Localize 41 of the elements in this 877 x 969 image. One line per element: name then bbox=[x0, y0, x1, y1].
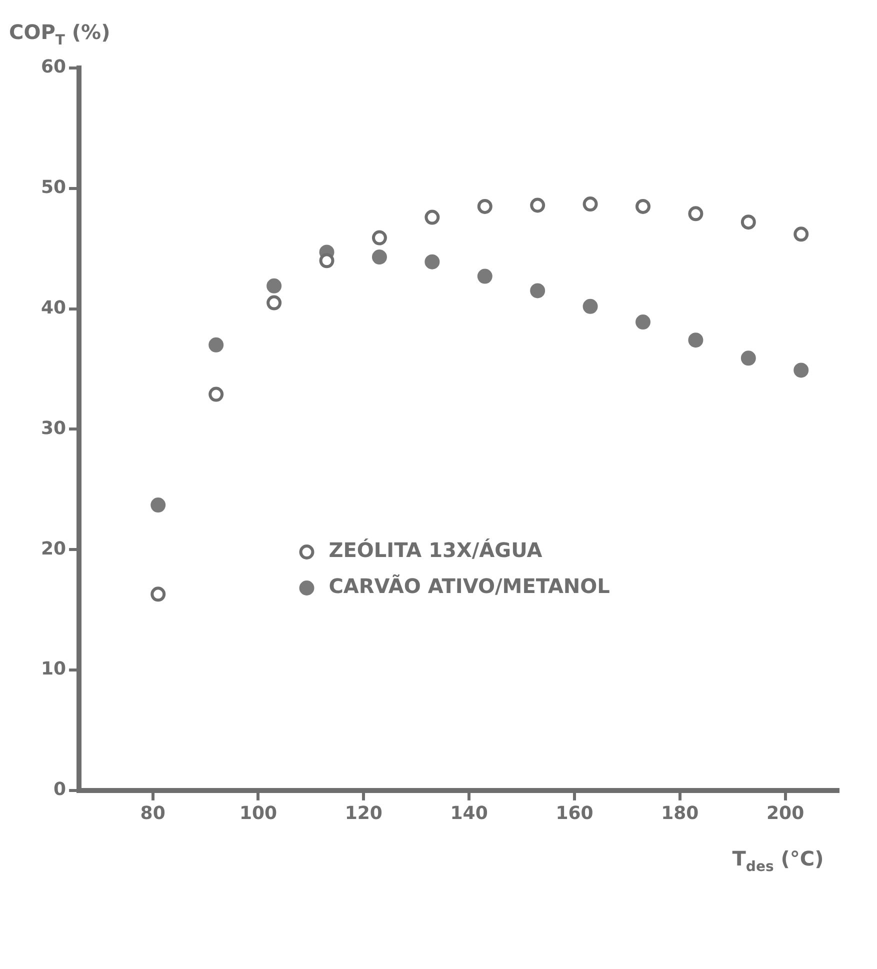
point bbox=[266, 295, 282, 310]
point bbox=[688, 206, 704, 222]
point bbox=[582, 196, 598, 212]
point bbox=[477, 198, 492, 214]
point bbox=[477, 268, 492, 284]
point bbox=[424, 254, 440, 270]
point bbox=[424, 210, 440, 225]
point bbox=[635, 198, 650, 214]
x-tick-label: 120 bbox=[344, 802, 382, 824]
y-tick-label: 0 bbox=[54, 779, 66, 800]
x-tick-label: 80 bbox=[140, 802, 166, 824]
x-tick-label: 180 bbox=[661, 802, 699, 824]
y-tick-label: 40 bbox=[40, 297, 66, 318]
point bbox=[150, 498, 166, 513]
point bbox=[530, 283, 546, 298]
legend-label: ZEÓLITA 13X/ÁGUA bbox=[328, 538, 543, 562]
point bbox=[372, 230, 387, 246]
point bbox=[372, 250, 387, 265]
point bbox=[635, 314, 650, 330]
point bbox=[530, 198, 546, 213]
point bbox=[208, 386, 224, 402]
y-tick-label: 50 bbox=[40, 177, 66, 198]
x-tick-label: 160 bbox=[556, 802, 594, 824]
x-tick-label: 140 bbox=[450, 802, 488, 824]
y-tick-label: 10 bbox=[40, 658, 66, 680]
y-tick-label: 30 bbox=[40, 418, 66, 439]
point bbox=[266, 278, 282, 294]
point bbox=[740, 214, 756, 230]
point bbox=[794, 362, 809, 378]
x-tick-label: 100 bbox=[239, 802, 278, 824]
point bbox=[794, 226, 809, 242]
legend-label: CARVÃO ATIVO/METANOL bbox=[328, 574, 610, 598]
point bbox=[582, 298, 598, 314]
y-tick-label: 20 bbox=[40, 538, 66, 560]
point bbox=[319, 253, 334, 268]
point bbox=[208, 337, 224, 352]
point bbox=[150, 586, 166, 602]
point bbox=[688, 332, 704, 348]
point bbox=[740, 350, 756, 366]
x-tick-label: 200 bbox=[766, 802, 804, 824]
y-tick-label: 60 bbox=[40, 56, 66, 78]
